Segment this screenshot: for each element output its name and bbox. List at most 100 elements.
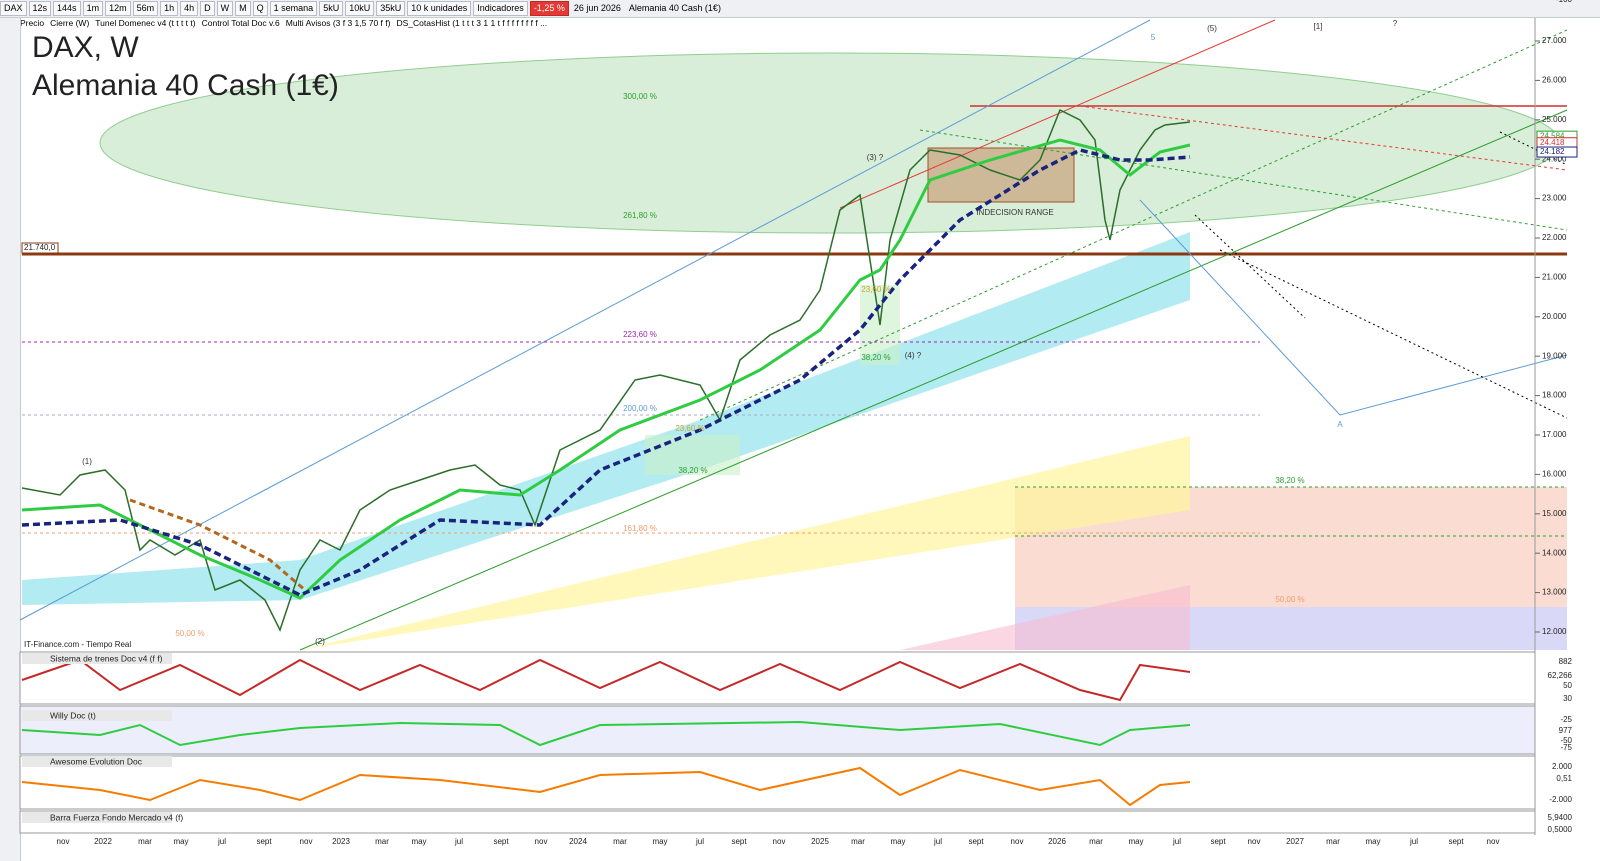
panel-axis-label: 882: [1559, 657, 1573, 666]
price-tick-label: 16.000: [1542, 470, 1567, 479]
indicator-label[interactable]: Tunel Domenec v4 (t t t t t): [95, 18, 196, 28]
annotation: (5): [1207, 24, 1217, 33]
annotation: (2): [315, 637, 325, 646]
price-tick-label: 25.000: [1542, 115, 1567, 124]
price-tick-label: 22.000: [1542, 233, 1567, 242]
toolbar-button[interactable]: Alemania 40 Cash (1€): [628, 3, 721, 13]
toolbar-button[interactable]: 35kU: [376, 1, 406, 16]
x-axis-label: jul: [1172, 837, 1181, 846]
price-tick-label: 13.000: [1542, 588, 1567, 597]
annotation: (3) ?: [867, 153, 884, 162]
indicator-label[interactable]: Multi Avisos (3 f 3 1,5 70 f f): [285, 18, 391, 28]
x-axis-label: jul: [695, 837, 704, 846]
price-tick-label: 21.000: [1542, 273, 1567, 282]
panel-header: [22, 653, 172, 664]
x-axis-label: 2025: [811, 837, 829, 846]
panel-axis-label: 2.000: [1552, 762, 1573, 771]
panel-title: Awesome Evolution Doc: [50, 756, 143, 766]
annotation: INDECISION RANGE: [976, 208, 1053, 217]
price-tick-label: 17.000: [1542, 430, 1567, 439]
indicator-label[interactable]: Precio: [20, 18, 45, 28]
annotation: (1): [82, 457, 92, 466]
x-axis-label: nov: [300, 837, 313, 846]
x-axis-label: mar: [1089, 837, 1103, 846]
toolbar: DAX 12s 144s 1m 12m 56m 1h 4h D W M Q 1 semana 5kU 10k…: [0, 0, 1600, 18]
price-tick-label: 23.000: [1542, 194, 1567, 203]
x-axis-label: mar: [613, 837, 627, 846]
x-axis-label: sept: [731, 837, 747, 846]
chart-title: DAX, W: [32, 31, 139, 64]
x-axis-label: may: [1365, 837, 1380, 846]
price-tick-label: 24.000: [1542, 154, 1567, 163]
annotation: 23,60 %: [675, 424, 704, 433]
panel-title: Barra Fuerza Fondo Mercado v4 (f): [50, 812, 183, 822]
panel-axis-label: -100: [1556, 0, 1573, 4]
panel-title: Sistema de trenes Doc v4 (f f): [50, 653, 163, 663]
indicator-label[interactable]: Cierre (W): [50, 18, 90, 28]
panel-axis-label: 0,51: [1556, 774, 1572, 783]
annotation: 223,60 %: [623, 330, 657, 339]
price-tick-label: 14.000: [1542, 548, 1567, 557]
panel-header: [22, 812, 172, 823]
toolbar-button[interactable]: DAX: [0, 1, 27, 16]
price-tick-label: 26.000: [1542, 76, 1567, 85]
x-axis-label: nov: [1487, 837, 1500, 846]
annotation: 261,80 %: [623, 211, 657, 220]
toolbar-button[interactable]: M: [235, 1, 251, 16]
price-tick-label: 12.000: [1542, 627, 1567, 636]
panel-axis-label: -2.000: [1549, 795, 1572, 804]
x-axis-label: mar: [1326, 837, 1340, 846]
panel-axis-label: 977: [1559, 726, 1573, 735]
toolbar-button[interactable]: 10 k unidades: [407, 1, 472, 16]
panel-axis-label: -25: [1560, 715, 1572, 724]
price-label: 24.182: [1540, 147, 1565, 156]
price-tick-label: 18.000: [1542, 391, 1567, 400]
toolbar-button[interactable]: 26 jun 2026: [573, 3, 621, 13]
x-axis-label: nov: [773, 837, 786, 846]
x-axis-label: nov: [1011, 837, 1024, 846]
x-axis-label: may: [411, 837, 426, 846]
x-axis-label: 2022: [94, 837, 112, 846]
x-axis-label: mar: [138, 837, 152, 846]
x-axis-label: may: [173, 837, 188, 846]
indicator-bar: Precio Cierre (W) Tunel Domenec v4 (t t t …: [20, 18, 548, 30]
toolbar-button[interactable]: 4h: [180, 1, 199, 16]
annotation: ?: [1393, 19, 1398, 28]
panel-axis-label: 62,266: [1548, 671, 1573, 680]
price-tick-label: 15.000: [1542, 509, 1567, 518]
toolbar-button[interactable]: 10kU: [345, 1, 375, 16]
indicator-label[interactable]: DS_CotasHist (1 t t t 3 1 1 t f f f f f …: [396, 18, 548, 28]
toolbar-button[interactable]: 1h: [160, 1, 179, 16]
panel-axis-label: 0,5000: [1548, 825, 1573, 834]
panel-axis-label: 30: [1563, 694, 1572, 703]
indicator-label[interactable]: Control Total Doc v.6: [201, 18, 280, 28]
toolbar-button[interactable]: -1,25 %: [529, 1, 569, 16]
toolbar-button[interactable]: Q: [252, 1, 268, 16]
toolbar-button[interactable]: D: [200, 1, 215, 16]
annotation: 38,20 %: [1275, 476, 1304, 485]
toolbar-button[interactable]: 12s: [28, 1, 52, 16]
toolbar-button[interactable]: 56m: [132, 1, 159, 16]
x-axis-label: sept: [968, 837, 984, 846]
annotation: 5: [1151, 33, 1156, 42]
toolbar-button[interactable]: W: [216, 1, 234, 16]
x-axis-label: sept: [256, 837, 272, 846]
toolbar-button[interactable]: 1m: [82, 1, 104, 16]
x-axis-label: sept: [493, 837, 509, 846]
panel-axis-label: 5,9400: [1548, 813, 1573, 822]
toolbar-button[interactable]: 12m: [105, 1, 131, 16]
price-label-bg: [1536, 146, 1578, 158]
toolbar-button[interactable]: 5kU: [319, 1, 344, 16]
x-axis-label: jul: [454, 837, 463, 846]
annotation: 50,00 %: [175, 629, 204, 638]
annotation: 200,00 %: [623, 404, 657, 413]
price-tick-label: 27.000: [1542, 36, 1567, 45]
annotation: 23,60 %: [861, 285, 890, 294]
price-label: 24.418: [1540, 138, 1565, 147]
x-axis-label: nov: [1248, 837, 1261, 846]
toolbar-button[interactable]: 144s: [53, 1, 81, 16]
toolbar-button[interactable]: Indicadores: [473, 1, 528, 16]
toolbar-button[interactable]: 1 semana: [269, 1, 318, 16]
